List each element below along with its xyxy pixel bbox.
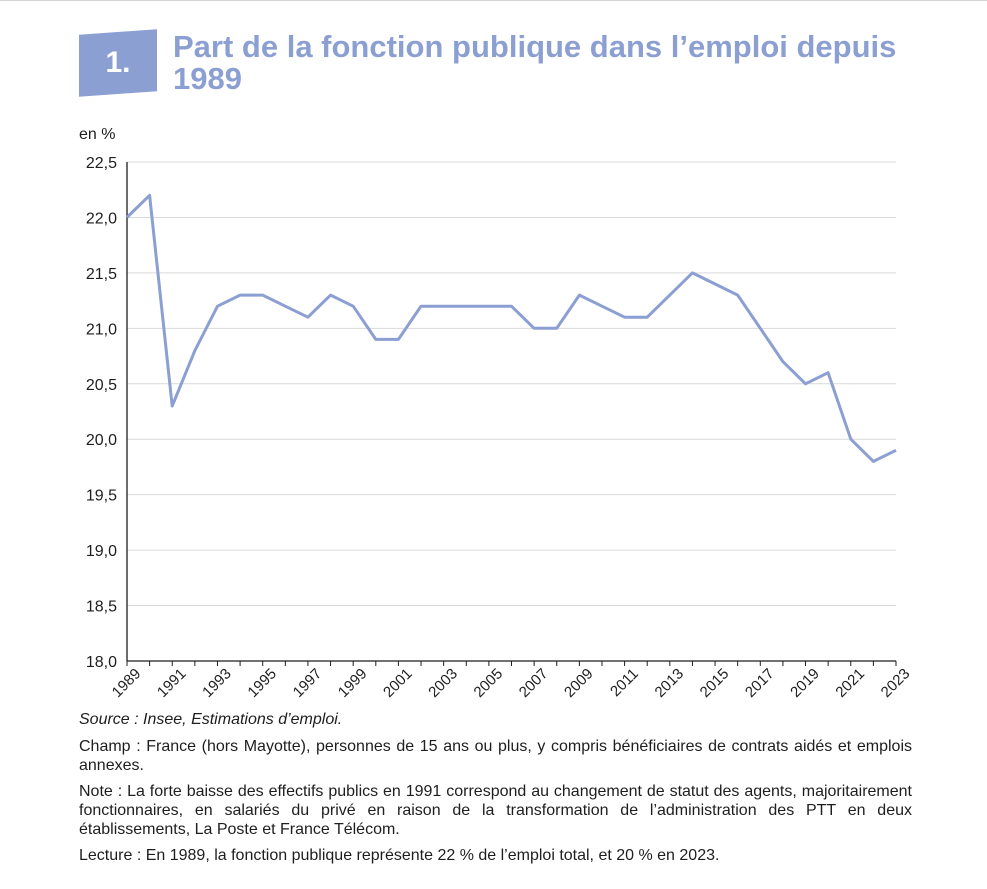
y-tick-label: 19,0 [86,543,117,560]
y-tick-label: 21,0 [86,321,117,338]
lecture-note: Lecture : En 1989, la fonction publique … [79,847,720,864]
note-text: Note : La forte baisse des effectifs pub… [79,783,912,838]
series-group [125,193,897,463]
x-tick-label: 1999 [335,665,371,701]
y-tick-label: 21,5 [86,266,117,283]
line-chart: en % 18,0 18,5 19,0 19,5 20,0 20,5 21,0 21,5 22,… [79,126,914,701]
x-tick-label: 1995 [244,665,280,701]
y-tick-label: 20,0 [86,432,117,449]
y-tick-label: 20,5 [86,377,117,394]
source-note: Source : Insee, Estimations d’emploi. [79,711,343,728]
y-tick-label: 19,5 [86,488,117,505]
x-tick-label: 2015 [697,665,733,701]
y-tick-label: 18,5 [86,599,117,616]
y-tick-label: 18,0 [86,654,117,671]
y-unit-label: en % [79,126,115,143]
x-tick-label: 2023 [878,665,914,701]
x-tick-label: 2007 [516,665,552,701]
x-tick-label: 1993 [199,665,235,701]
x-tick-label: 2009 [561,665,597,701]
y-axis-ticks: 18,0 18,5 19,0 19,5 20,0 20,5 21,0 21,5 22,0 22,5 [86,155,117,671]
x-tick-label: 2003 [425,665,461,701]
figure-number: 1. [105,46,131,79]
champ-note: Champ : France (hors Mayotte), personnes… [79,738,912,774]
gridlines [126,161,896,662]
y-tick-label: 22,0 [86,210,117,227]
x-tick-label: 2005 [471,665,507,701]
x-tick-label: 2013 [652,665,688,701]
chart-title: Part de la fonction publique dans l’empl… [173,29,897,96]
top-rule [0,0,987,4]
x-tick-label: 2017 [742,665,778,701]
x-tick-label: 2011 [607,665,642,700]
x-tick-label: 2021 [832,665,868,701]
x-tick-label: 2019 [787,665,823,701]
x-tick-label: 1997 [290,665,326,701]
chart-notes: Source : Insee, Estimations d’emploi. Ch… [79,710,912,872]
x-tick-label: 1991 [154,665,190,701]
y-tick-label: 22,5 [86,155,117,172]
x-tick-label: 2001 [380,665,416,701]
series-line [125,193,897,463]
x-axis-ticks: 1989 1991 1993 1995 1997 1999 2001 2003 2005 2007… [109,661,914,701]
